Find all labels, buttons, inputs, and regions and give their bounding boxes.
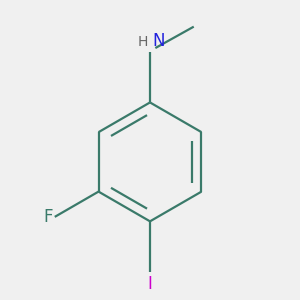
Text: F: F — [43, 208, 52, 226]
Text: H: H — [137, 35, 148, 49]
Text: N: N — [152, 32, 165, 50]
Text: I: I — [148, 275, 152, 293]
